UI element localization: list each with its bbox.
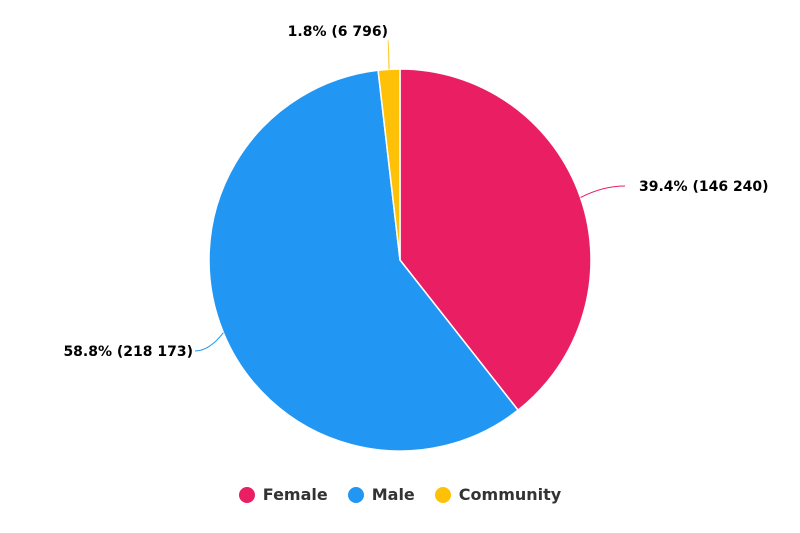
pie-slice-female[interactable] — [399, 68, 592, 412]
connector-male — [194, 332, 224, 352]
legend-marker-female — [238, 486, 255, 503]
data-label-female: 39.4% (146 240) — [639, 179, 769, 195]
data-label-male: 58.8% (218 173) — [63, 344, 193, 360]
data-label-community: 1.8% (6 796) — [288, 24, 388, 40]
connector-female — [580, 185, 626, 198]
legend: Female Male Community — [0, 485, 800, 504]
legend-item-male[interactable]: Male — [347, 485, 415, 504]
legend-marker-community — [434, 486, 451, 503]
pie-slice-community[interactable] — [377, 68, 401, 261]
label-connectors — [194, 39, 626, 352]
legend-label-community: Community — [458, 485, 562, 504]
connector-community — [387, 39, 390, 70]
legend-item-community[interactable]: Community — [434, 485, 562, 504]
legend-item-female[interactable]: Female — [238, 485, 328, 504]
pie-slices — [208, 68, 592, 452]
legend-label-male: Male — [371, 485, 415, 504]
data-labels: 39.4% (146 240) 58.8% (218 173) 1.8% (6 79… — [63, 24, 768, 360]
legend-label-female: Female — [262, 485, 328, 504]
legend-marker-male — [347, 486, 364, 503]
